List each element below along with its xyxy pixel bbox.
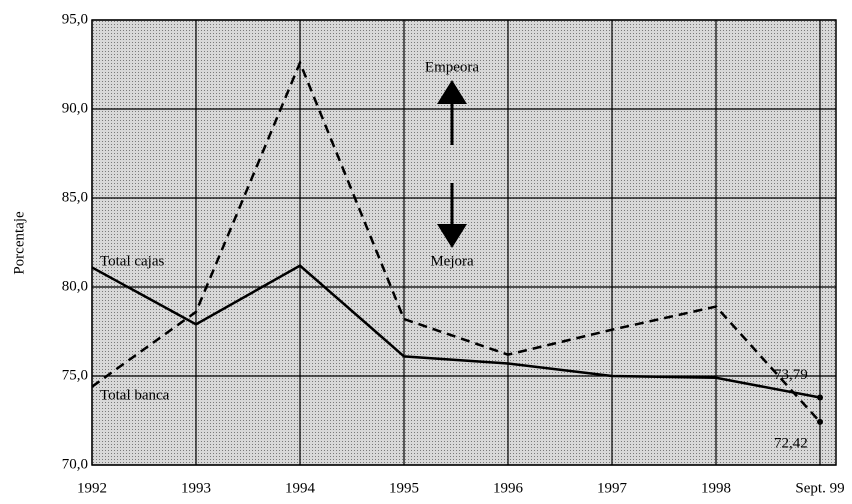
x-tick-label: 1997 <box>597 480 628 496</box>
x-tick-label: 1995 <box>389 480 419 496</box>
y-tick-label: 70,0 <box>62 456 88 472</box>
y-tick-label: 75,0 <box>62 367 88 383</box>
x-tick-label: Sept. 99 <box>795 480 844 496</box>
end-point <box>817 418 823 425</box>
y-tick-label: 80,0 <box>62 278 88 294</box>
x-tick-label: 1992 <box>77 480 107 496</box>
series-name: Total cajas <box>100 253 164 269</box>
y-tick-label: 90,0 <box>62 100 88 116</box>
value-label: 73,79 <box>774 367 808 383</box>
x-tick-label: 1994 <box>285 480 316 496</box>
series-name: Total banca <box>100 387 170 403</box>
y-tick-label: 85,0 <box>62 189 88 205</box>
annotation: Mejora <box>430 253 474 269</box>
series-line <box>91 264 821 399</box>
series-line <box>91 59 821 423</box>
annotation: Empeora <box>425 59 479 75</box>
end-point <box>817 394 823 401</box>
value-label: 72,42 <box>774 435 808 451</box>
x-tick-label: 1996 <box>493 480 524 496</box>
y-axis-label: Porcentaje <box>11 211 27 275</box>
plot-area <box>91 19 837 466</box>
x-tick-label: 1998 <box>701 480 731 496</box>
x-tick-label: 1993 <box>181 480 211 496</box>
y-tick-label: 95,0 <box>62 11 88 27</box>
